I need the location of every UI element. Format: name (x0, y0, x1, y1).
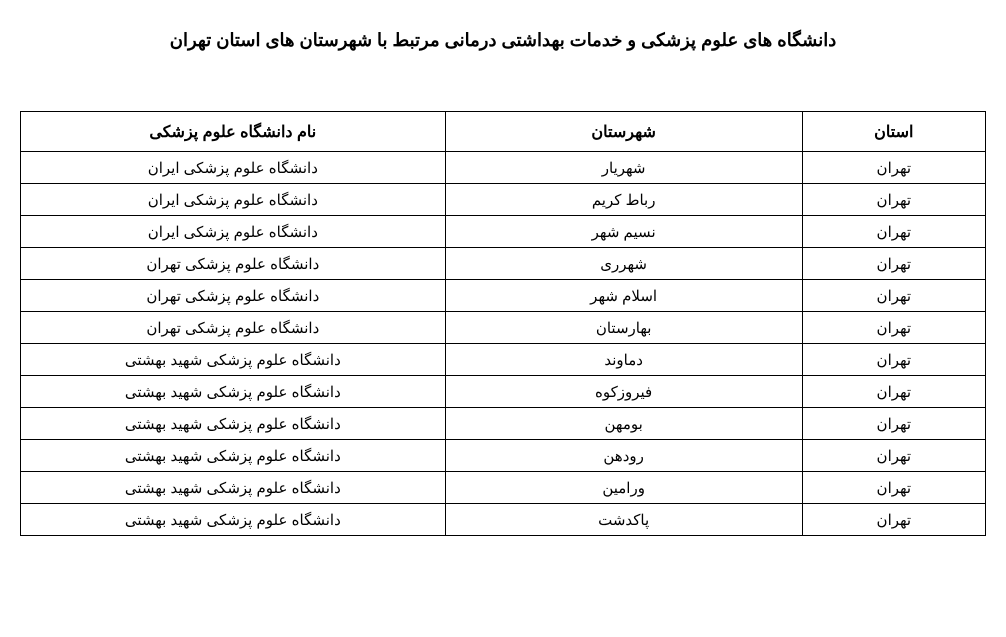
cell-county: رودهن (445, 440, 802, 472)
table-row: تهران رودهن دانشگاه علوم پزشکی شهید بهشت… (21, 440, 986, 472)
table-row: تهران دماوند دانشگاه علوم پزشکی شهید بهش… (21, 344, 986, 376)
cell-county: ورامین (445, 472, 802, 504)
cell-province: تهران (802, 376, 985, 408)
cell-province: تهران (802, 216, 985, 248)
cell-province: تهران (802, 280, 985, 312)
cell-university: دانشگاه علوم پزشکی تهران (21, 248, 446, 280)
table-row: تهران رباط کریم دانشگاه علوم پزشکی ایران (21, 184, 986, 216)
cell-province: تهران (802, 344, 985, 376)
table-row: تهران اسلام شهر دانشگاه علوم پزشکی تهران (21, 280, 986, 312)
cell-university: دانشگاه علوم پزشکی ایران (21, 216, 446, 248)
cell-university: دانشگاه علوم پزشکی تهران (21, 280, 446, 312)
cell-province: تهران (802, 440, 985, 472)
cell-province: تهران (802, 152, 985, 184)
table-header-row: استان شهرستان نام دانشگاه علوم پزشکی (21, 112, 986, 152)
universities-table: استان شهرستان نام دانشگاه علوم پزشکی تهر… (20, 111, 986, 536)
cell-province: تهران (802, 472, 985, 504)
column-header-county: شهرستان (445, 112, 802, 152)
cell-county: بهارستان (445, 312, 802, 344)
cell-university: دانشگاه علوم پزشکی ایران (21, 184, 446, 216)
table-row: تهران بهارستان دانشگاه علوم پزشکی تهران (21, 312, 986, 344)
cell-university: دانشگاه علوم پزشکی شهید بهشتی (21, 408, 446, 440)
cell-university: دانشگاه علوم پزشکی شهید بهشتی (21, 344, 446, 376)
cell-county: شهرری (445, 248, 802, 280)
cell-county: نسیم شهر (445, 216, 802, 248)
table-container: استان شهرستان نام دانشگاه علوم پزشکی تهر… (20, 111, 986, 536)
cell-university: دانشگاه علوم پزشکی تهران (21, 312, 446, 344)
cell-province: تهران (802, 248, 985, 280)
table-row: تهران شهرری دانشگاه علوم پزشکی تهران (21, 248, 986, 280)
column-header-university: نام دانشگاه علوم پزشکی (21, 112, 446, 152)
cell-county: دماوند (445, 344, 802, 376)
table-row: تهران شهریار دانشگاه علوم پزشکی ایران (21, 152, 986, 184)
cell-university: دانشگاه علوم پزشکی شهید بهشتی (21, 504, 446, 536)
cell-county: شهریار (445, 152, 802, 184)
cell-university: دانشگاه علوم پزشکی شهید بهشتی (21, 376, 446, 408)
cell-university: دانشگاه علوم پزشکی شهید بهشتی (21, 440, 446, 472)
page-title: دانشگاه های علوم پزشکی و خدمات بهداشتی د… (20, 30, 986, 51)
cell-province: تهران (802, 408, 985, 440)
cell-university: دانشگاه علوم پزشکی ایران (21, 152, 446, 184)
table-row: تهران بومهن دانشگاه علوم پزشکی شهید بهشت… (21, 408, 986, 440)
table-row: تهران نسیم شهر دانشگاه علوم پزشکی ایران (21, 216, 986, 248)
table-row: تهران ورامین دانشگاه علوم پزشکی شهید بهش… (21, 472, 986, 504)
cell-province: تهران (802, 312, 985, 344)
table-row: تهران پاکدشت دانشگاه علوم پزشکی شهید بهش… (21, 504, 986, 536)
cell-province: تهران (802, 504, 985, 536)
column-header-province: استان (802, 112, 985, 152)
cell-county: فیروزکوه (445, 376, 802, 408)
table-row: تهران فیروزکوه دانشگاه علوم پزشکی شهید ب… (21, 376, 986, 408)
cell-province: تهران (802, 184, 985, 216)
cell-county: رباط کریم (445, 184, 802, 216)
cell-county: اسلام شهر (445, 280, 802, 312)
cell-university: دانشگاه علوم پزشکی شهید بهشتی (21, 472, 446, 504)
cell-county: بومهن (445, 408, 802, 440)
cell-county: پاکدشت (445, 504, 802, 536)
